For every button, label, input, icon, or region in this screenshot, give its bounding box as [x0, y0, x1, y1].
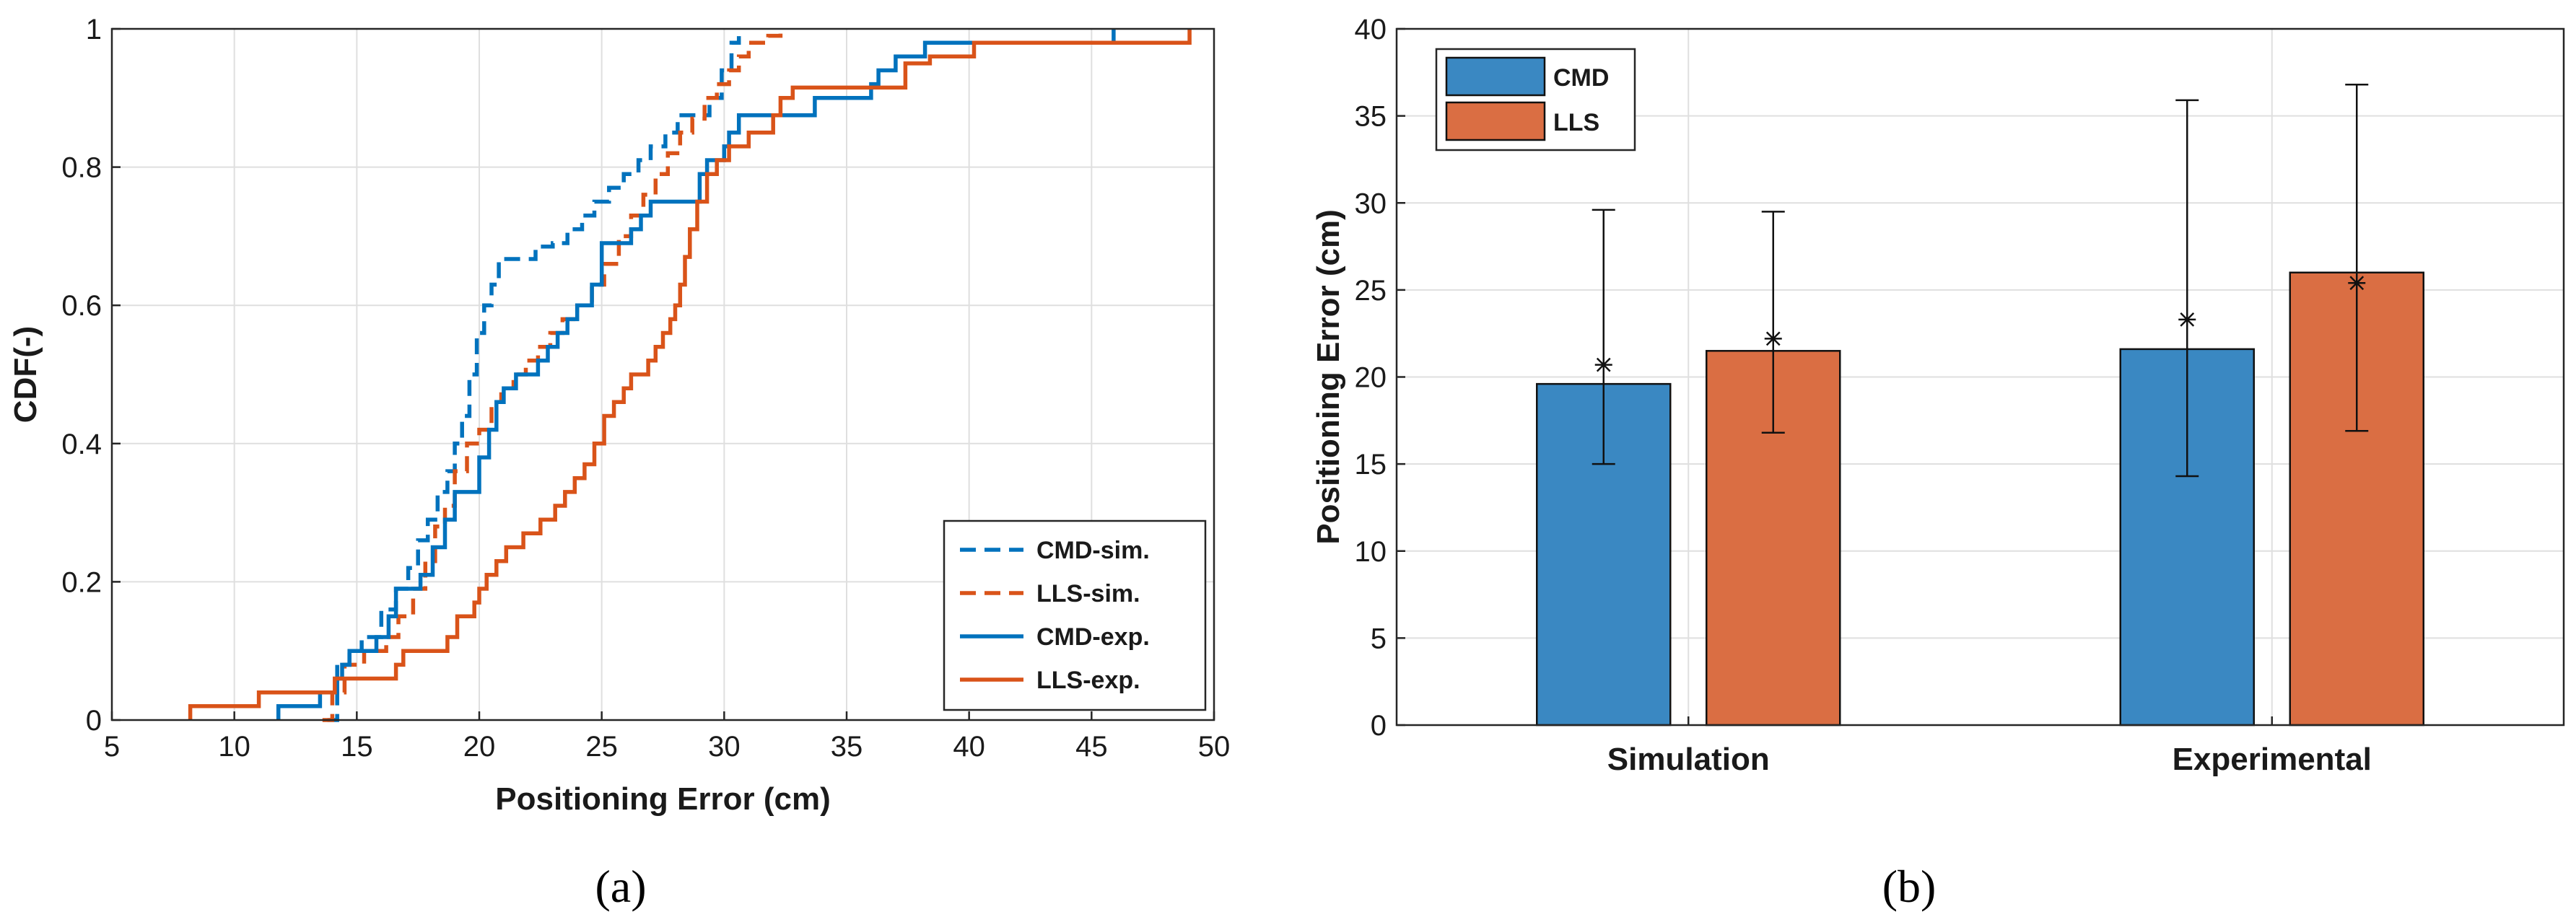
- legend-label: LLS-sim.: [1036, 580, 1140, 607]
- panel-label-a: (a): [595, 861, 646, 912]
- y-tick-label: 40: [1355, 14, 1387, 45]
- mean-marker: [2348, 274, 2366, 292]
- x-tick-label: 45: [1075, 731, 1108, 763]
- cdf-line-lls-exp: [188, 29, 1192, 720]
- x-tick-label: 10: [218, 731, 250, 763]
- x-axis-label: Positioning Error (cm): [495, 781, 830, 817]
- x-tick-label: 5: [104, 731, 120, 763]
- mean-marker: [2178, 310, 2196, 328]
- bar-chart: 0 5 10 15 20 25 30 35 40 Simulation Experimental CM…: [1311, 14, 2565, 777]
- y-tick-label: 20: [1355, 362, 1387, 394]
- y-tick-label: 5: [1371, 623, 1387, 654]
- legend-label: CMD-sim.: [1036, 537, 1150, 564]
- x-tick-label: 35: [831, 731, 863, 763]
- axes-frame: [110, 27, 1215, 721]
- axes-frame: [1395, 27, 2565, 727]
- x-tick-label: 40: [953, 731, 985, 763]
- legend-swatch: [1445, 56, 1546, 97]
- y-tick-label: 0: [86, 705, 102, 737]
- legend-label: LLS-exp.: [1036, 667, 1140, 694]
- y-axis-label: CDF(-): [8, 326, 43, 423]
- legend-swatch: [1445, 101, 1546, 141]
- y-tick-label: 15: [1355, 449, 1387, 481]
- x-tick-label: 20: [463, 731, 496, 763]
- legend-label: LLS: [1553, 109, 1599, 136]
- mean-marker: [1594, 356, 1612, 374]
- y-tick-label: 0.8: [61, 152, 102, 184]
- y-tick-label: 0.6: [61, 290, 102, 322]
- y-tick-label: 0: [1371, 710, 1387, 742]
- y-tick-label: 0.2: [61, 566, 102, 598]
- category-label: Simulation: [1607, 742, 1770, 777]
- y-axis-label: Positioning Error (cm): [1311, 209, 1346, 544]
- mean-marker: [1764, 330, 1782, 348]
- category-label: Experimental: [2173, 742, 2372, 777]
- cdf-chart: 5 10 15 20 25 30 35 40 45 50 0 0.2 0.4 0.6 0.8 1 CMD-sim…: [8, 14, 1230, 817]
- y-tick-label: 10: [1355, 536, 1387, 568]
- legend-label: CMD: [1553, 64, 1609, 92]
- y-tick-label: 25: [1355, 275, 1387, 307]
- y-tick-label: 0.4: [61, 429, 102, 460]
- legend-label: CMD-exp.: [1036, 623, 1150, 651]
- panel-label-b: (b): [1882, 861, 1937, 912]
- y-tick-label: 35: [1355, 101, 1387, 133]
- y-tick-label: 1: [86, 14, 102, 45]
- x-tick-label: 25: [585, 731, 618, 763]
- y-tick-label: 30: [1355, 188, 1387, 219]
- x-tick-label: 15: [341, 731, 373, 763]
- x-tick-label: 50: [1198, 731, 1231, 763]
- x-tick-label: 30: [708, 731, 741, 763]
- cdf-line-cmd-exp: [276, 29, 1116, 720]
